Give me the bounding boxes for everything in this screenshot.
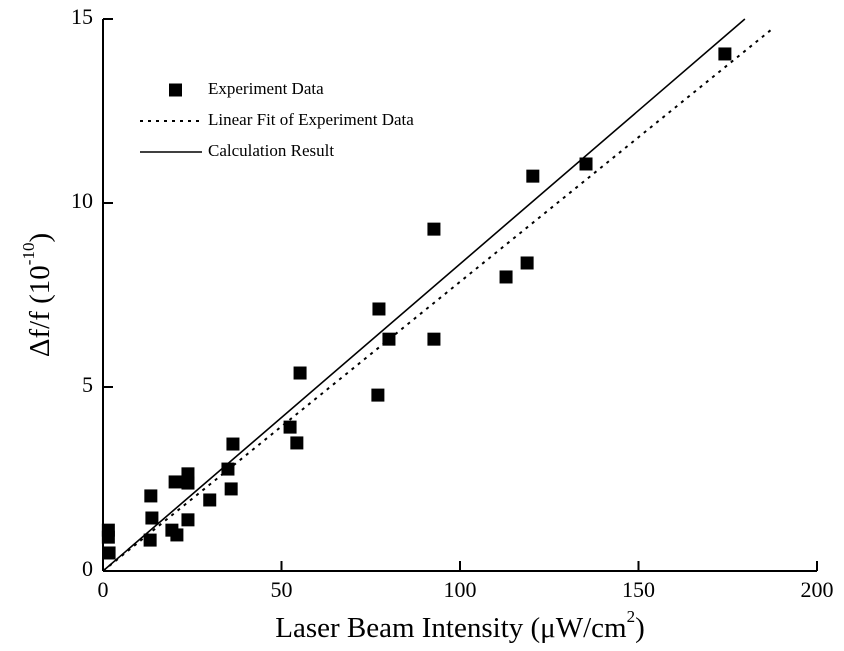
x-label-text: Laser Beam Intensity (μW/cm bbox=[275, 612, 627, 644]
data-point bbox=[144, 489, 158, 503]
data-point bbox=[372, 302, 386, 316]
legend-label: Calculation Result bbox=[208, 141, 334, 160]
legend-label: Experiment Data bbox=[208, 79, 324, 98]
data-point bbox=[371, 388, 385, 402]
data-point bbox=[102, 546, 116, 560]
data-point bbox=[143, 533, 157, 547]
y-label-end: ) bbox=[24, 233, 56, 243]
y-axis-label: Δf/f (10-10) bbox=[19, 233, 56, 357]
x-tick-label: 200 bbox=[801, 577, 834, 602]
data-point bbox=[170, 528, 184, 542]
x-tick-label: 50 bbox=[271, 577, 293, 602]
line-solid bbox=[102, 18, 746, 572]
y-label-text: Δf/f (10 bbox=[24, 265, 56, 357]
data-point bbox=[520, 256, 534, 270]
y-tick-label: 0 bbox=[82, 556, 93, 581]
data-point bbox=[145, 511, 159, 525]
legend-label: Linear Fit of Experiment Data bbox=[208, 110, 414, 129]
legend-marker bbox=[169, 83, 182, 97]
data-point bbox=[293, 366, 307, 380]
data-point bbox=[718, 47, 732, 61]
data-point bbox=[168, 475, 182, 489]
data-point bbox=[203, 493, 217, 507]
y-label-sup: -10 bbox=[19, 243, 38, 266]
data-point bbox=[226, 437, 240, 451]
data-point bbox=[283, 420, 297, 434]
data-point bbox=[181, 513, 195, 527]
data-point bbox=[427, 332, 441, 346]
data-point bbox=[181, 476, 195, 490]
y-tick-label: 5 bbox=[82, 372, 93, 397]
data-point bbox=[499, 270, 513, 284]
data-point bbox=[427, 222, 441, 236]
y-tick-label: 15 bbox=[71, 4, 93, 29]
data-point bbox=[290, 436, 304, 450]
y-tick-label: 10 bbox=[71, 188, 93, 213]
x-label-end: ) bbox=[635, 612, 645, 644]
x-tick-label: 0 bbox=[98, 577, 109, 602]
data-point bbox=[101, 530, 115, 544]
x-label-sup: 2 bbox=[627, 607, 636, 626]
line-dotted bbox=[102, 27, 774, 572]
data-point bbox=[526, 169, 540, 183]
x-tick-label: 150 bbox=[622, 577, 655, 602]
data-point bbox=[224, 482, 238, 496]
data-point bbox=[579, 157, 593, 171]
x-tick-label: 100 bbox=[444, 577, 477, 602]
x-axis-label: Laser Beam Intensity (μW/cm2) bbox=[275, 607, 645, 644]
